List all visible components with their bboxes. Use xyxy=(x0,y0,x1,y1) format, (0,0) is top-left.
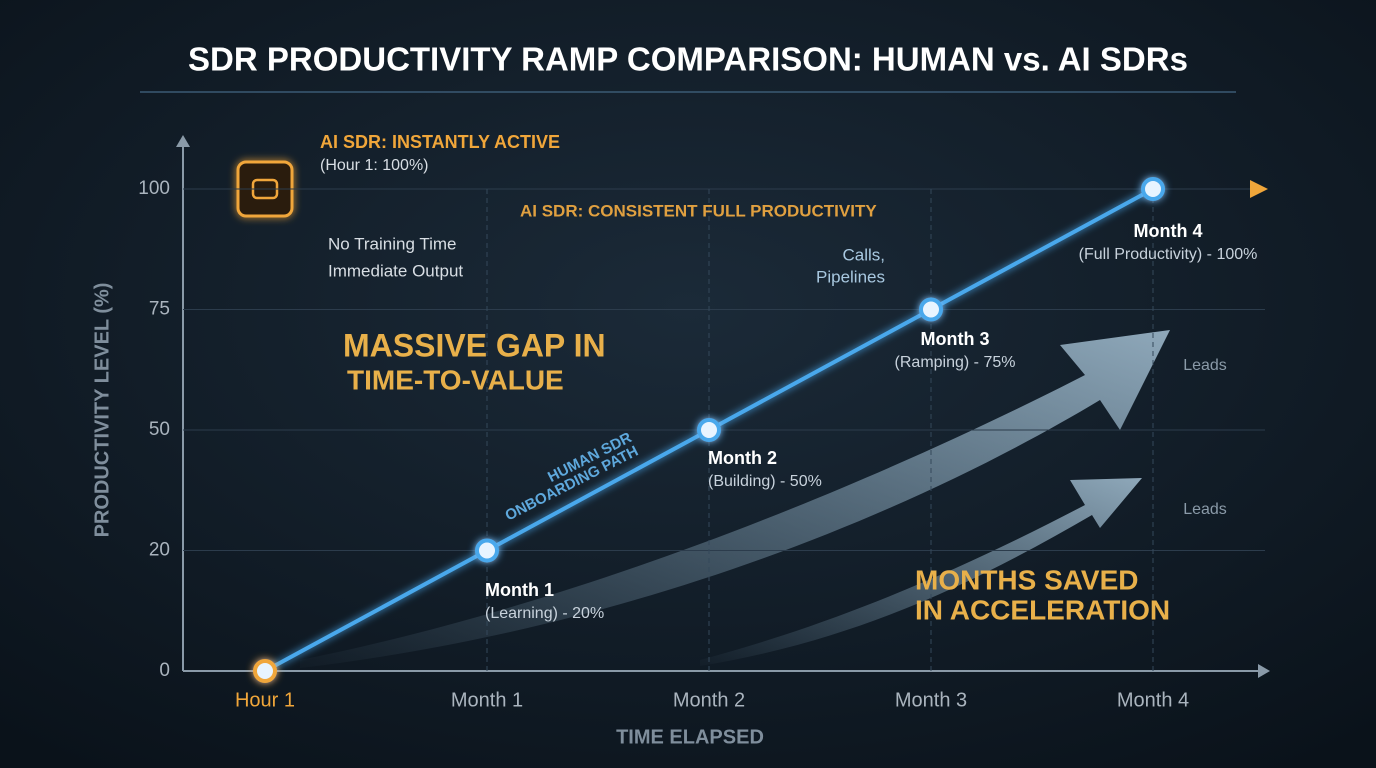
human-point xyxy=(253,659,277,683)
human-point xyxy=(697,418,721,442)
annotation: AI SDR: INSTANTLY ACTIVE xyxy=(320,132,560,152)
annotation: No Training Time xyxy=(328,234,457,253)
human-point xyxy=(919,297,943,322)
value-label: (Full Productivity) - 100% xyxy=(1079,246,1258,263)
point-title: Month 3 xyxy=(921,329,990,349)
ai-line-arrow xyxy=(1250,180,1268,198)
x-tick-label: Month 3 xyxy=(895,689,967,711)
human-point xyxy=(475,538,499,563)
y-axis-arrow xyxy=(176,135,190,147)
y-tick-label: 20 xyxy=(149,540,170,561)
x-tick-label: Hour 1 xyxy=(235,689,295,711)
point-title: Month 1 xyxy=(485,580,554,600)
human-point xyxy=(1141,177,1165,201)
annotation: TIME-TO-VALUE xyxy=(347,364,564,395)
gap-arrow xyxy=(300,330,1170,668)
x-axis-arrow xyxy=(1258,664,1270,678)
annotation: MASSIVE GAP IN xyxy=(343,327,606,363)
y-axis-label: PRODUCTIVITY LEVEL (%) xyxy=(91,283,113,538)
chart-title: SDR PRODUCTIVITY RAMP COMPARISON: HUMAN … xyxy=(188,41,1188,78)
x-tick-label: Month 1 xyxy=(451,689,523,711)
value-label: (Ramping) - 75% xyxy=(895,354,1016,371)
annotation: Leads xyxy=(1183,501,1227,518)
y-tick-label: 75 xyxy=(149,299,170,320)
x-axis-label: TIME ELAPSED xyxy=(616,726,764,748)
point-title: Month 4 xyxy=(1134,221,1203,241)
x-tick-label: Month 4 xyxy=(1117,689,1189,711)
annotation: AI SDR: CONSISTENT FULL PRODUCTIVITY xyxy=(520,201,877,220)
annotation: Immediate Output xyxy=(328,261,463,280)
point-title: Month 2 xyxy=(708,448,777,468)
annotation: (Hour 1: 100%) xyxy=(320,157,429,174)
annotation: Leads xyxy=(1183,357,1227,374)
x-tick-label: Month 2 xyxy=(673,689,745,711)
annotation: Calls, xyxy=(842,245,885,264)
value-label: (Building) - 50% xyxy=(708,473,822,490)
y-tick-label: 100 xyxy=(138,178,170,199)
annotation: Pipelines xyxy=(816,267,885,286)
gap-arrow xyxy=(700,478,1142,666)
value-label: (Learning) - 20% xyxy=(485,605,604,622)
annotation: MONTHS SAVED xyxy=(915,564,1139,595)
y-tick-label: 50 xyxy=(149,419,170,440)
y-tick-label: 0 xyxy=(159,660,170,681)
annotation: IN ACCELERATION xyxy=(915,594,1170,625)
